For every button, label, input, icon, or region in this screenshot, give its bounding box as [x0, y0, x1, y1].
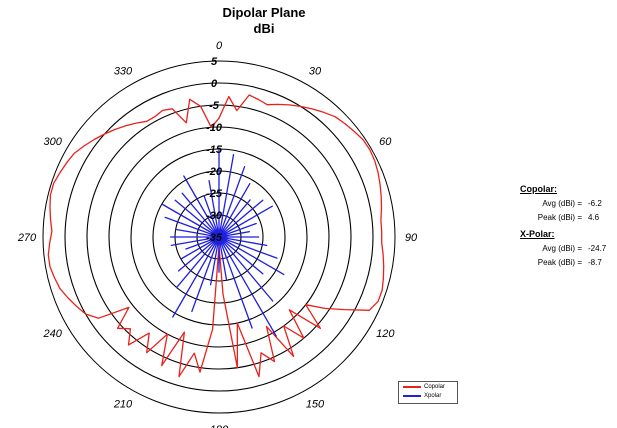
angle-tick-label-150: 150 — [306, 398, 325, 410]
xpolar-peak-value: -8.7 — [588, 258, 602, 267]
chart-title: Dipolar Plane — [222, 5, 306, 20]
angle-tick-label-0: 0 — [216, 40, 223, 52]
chart-subtitle: dBi — [253, 21, 275, 36]
radial-tick-label-0: 0 — [211, 78, 218, 90]
radial-tick-label--35: -35 — [206, 232, 223, 244]
copolar-peak-label: Peak (dBi) = — [537, 213, 582, 222]
xpolar-peak-label: Peak (dBi) = — [537, 258, 582, 267]
radial-tick-label--15: -15 — [206, 144, 223, 156]
legend-label-xpolar: Xpolar — [424, 393, 442, 399]
grid-ring--5 — [86, 104, 352, 370]
copolar-avg-row: Avg (dBi) = -6.2 — [520, 198, 615, 209]
xpolar-avg-label: Avg (dBi) = — [542, 244, 582, 253]
radial-tick-label--30: -30 — [206, 210, 223, 222]
xpolar-stats-heading: X-Polar: — [520, 229, 555, 239]
radial-tick-label--25: -25 — [206, 188, 223, 200]
radial-tick-label--20: -20 — [206, 166, 223, 178]
angle-tick-label-120: 120 — [376, 328, 395, 340]
angle-tick-label-180: 180 — [210, 424, 229, 428]
legend-item-xpolar: Xpolar — [399, 392, 457, 400]
legend-swatch-xpolar — [403, 395, 421, 397]
radial-tick-label--5: -5 — [209, 100, 220, 112]
radial-tick-label-5: 5 — [211, 56, 218, 68]
xpolar-avg-row: Avg (dBi) = -24.7 — [520, 243, 615, 254]
angle-tick-label-300: 300 — [44, 136, 63, 148]
copolar-avg-label: Avg (dBi) = — [542, 199, 582, 208]
angle-tick-label-90: 90 — [405, 232, 418, 244]
angle-tick-label-240: 240 — [43, 328, 63, 340]
legend-swatch-copolar — [403, 386, 421, 388]
grid-ring--10 — [108, 126, 330, 348]
grid-ring-0 — [64, 82, 374, 392]
grid-ring-5 — [42, 60, 396, 414]
xpolar-peak-row: Peak (dBi) = -8.7 — [520, 257, 615, 268]
copolar-peak-value: 4.6 — [588, 213, 600, 222]
angle-tick-label-270: 270 — [17, 232, 37, 244]
legend-label-copolar: Copolar — [424, 384, 446, 390]
xpolar-avg-value: -24.7 — [588, 244, 607, 253]
angle-tick-label-330: 330 — [114, 66, 133, 78]
radial-tick-label--10: -10 — [206, 122, 223, 134]
copolar-peak-row: Peak (dBi) = 4.6 — [520, 212, 615, 223]
series-line-xpolar — [161, 148, 285, 337]
copolar-avg-value: -6.2 — [588, 199, 602, 208]
copolar-stats-heading: Copolar: — [520, 184, 557, 194]
stats-panel: Copolar: Avg (dBi) = -6.2 Peak (dBi) = 4… — [520, 178, 615, 271]
angle-tick-label-60: 60 — [379, 136, 392, 148]
angle-tick-label-210: 210 — [113, 398, 133, 410]
legend-item-copolar: Copolar — [399, 383, 457, 391]
legend: Copolar Xpolar — [398, 381, 458, 404]
angle-tick-label-30: 30 — [309, 66, 322, 78]
